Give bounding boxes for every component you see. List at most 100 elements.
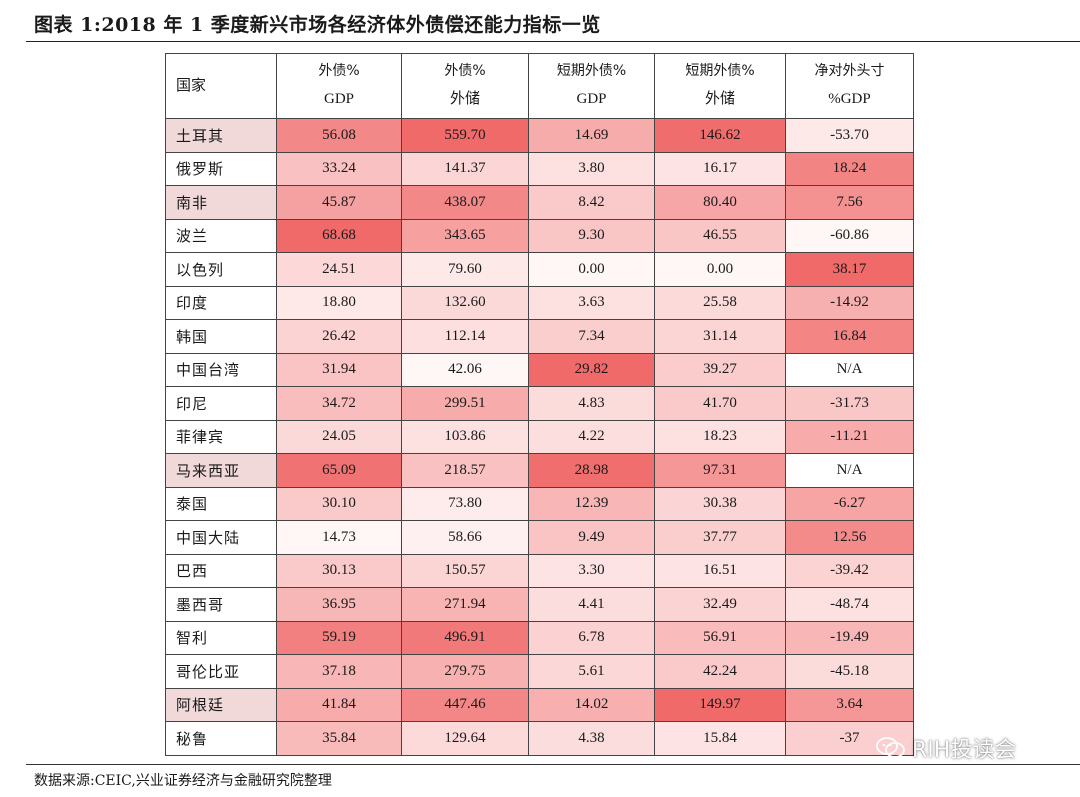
value-cell: -11.21 bbox=[785, 419, 914, 454]
wechat-icon bbox=[876, 736, 906, 760]
header-col-4-line2: 外储 bbox=[704, 91, 735, 108]
value-cell: N/A bbox=[785, 453, 914, 488]
header-col-3-line2: GDP bbox=[576, 91, 607, 108]
table-row: 印度 18.80 132.60 3.63 25.58 -14.92 bbox=[165, 285, 914, 320]
value-cell: 30.13 bbox=[276, 553, 402, 588]
table-row: 土耳其 56.08 559.70 14.69 146.62 -53.70 bbox=[165, 118, 914, 153]
value-cell: 16.51 bbox=[654, 553, 786, 588]
value-cell: 42.06 bbox=[401, 352, 529, 387]
watermark: RIH投读会 bbox=[876, 732, 1016, 764]
value-cell: 33.24 bbox=[276, 151, 402, 186]
value-cell: 343.65 bbox=[401, 218, 529, 253]
value-cell: 4.41 bbox=[528, 587, 655, 622]
country-cell: 马来西亚 bbox=[165, 453, 277, 488]
value-cell: -19.49 bbox=[785, 620, 914, 655]
header-country: 国家 bbox=[165, 53, 277, 119]
value-cell: 496.91 bbox=[401, 620, 529, 655]
header-col-1-line2: GDP bbox=[323, 91, 354, 108]
value-cell: 4.83 bbox=[528, 386, 655, 421]
value-cell: 30.10 bbox=[276, 486, 402, 521]
value-cell: 46.55 bbox=[654, 218, 786, 253]
value-cell: 0.00 bbox=[528, 252, 655, 287]
country-cell: 以色列 bbox=[165, 252, 277, 287]
value-cell: 9.30 bbox=[528, 218, 655, 253]
value-cell: 149.97 bbox=[654, 687, 786, 722]
value-cell: 438.07 bbox=[401, 185, 529, 220]
header-col-5-line2: %GDP bbox=[828, 91, 871, 108]
table-row: 南非 45.87 438.07 8.42 80.40 7.56 bbox=[165, 185, 914, 220]
value-cell: 34.72 bbox=[276, 386, 402, 421]
value-cell: 4.38 bbox=[528, 721, 655, 756]
table-header-row: 国家 外债% GDP 外债% 外储 短期外债% GDP 短期外债% 外储 净对外头寸 %G… bbox=[165, 53, 914, 119]
value-cell: 24.51 bbox=[276, 252, 402, 287]
header-col-4: 短期外债% 外储 bbox=[654, 53, 786, 119]
value-cell: 559.70 bbox=[401, 118, 529, 153]
value-cell: -53.70 bbox=[785, 118, 914, 153]
value-cell: 16.17 bbox=[654, 151, 786, 186]
table-row: 智利 59.19 496.91 6.78 56.91 -19.49 bbox=[165, 620, 914, 655]
header-col-1: 外债% GDP bbox=[276, 53, 402, 119]
header-col-2-line1: 外债% bbox=[444, 62, 486, 79]
header-col-4-line1: 短期外债% bbox=[685, 62, 755, 79]
value-cell: 299.51 bbox=[401, 386, 529, 421]
value-cell: -39.42 bbox=[785, 553, 914, 588]
header-col-2-line2: 外储 bbox=[449, 91, 480, 108]
value-cell: 37.18 bbox=[276, 654, 402, 689]
value-cell: -14.92 bbox=[785, 285, 914, 320]
value-cell: 79.60 bbox=[401, 252, 529, 287]
header-col-2: 外债% 外储 bbox=[401, 53, 529, 119]
value-cell: 80.40 bbox=[654, 185, 786, 220]
country-cell: 巴西 bbox=[165, 553, 277, 588]
value-cell: 24.05 bbox=[276, 419, 402, 454]
table-body: 土耳其 56.08 559.70 14.69 146.62 -53.70 俄罗斯 33.24 1… bbox=[165, 118, 914, 756]
value-cell: 129.64 bbox=[401, 721, 529, 756]
value-cell: 41.70 bbox=[654, 386, 786, 421]
header-col-3: 短期外债% GDP bbox=[528, 53, 655, 119]
value-cell: 36.95 bbox=[276, 587, 402, 622]
value-cell: 38.17 bbox=[785, 252, 914, 287]
title-divider bbox=[26, 41, 1080, 42]
value-cell: 58.66 bbox=[401, 520, 529, 555]
value-cell: 279.75 bbox=[401, 654, 529, 689]
value-cell: 65.09 bbox=[276, 453, 402, 488]
value-cell: 447.46 bbox=[401, 687, 529, 722]
country-cell: 中国台湾 bbox=[165, 352, 277, 387]
watermark-text: RIH投读会 bbox=[912, 738, 1017, 763]
country-cell: 菲律宾 bbox=[165, 419, 277, 454]
table-row: 阿根廷 41.84 447.46 14.02 149.97 3.64 bbox=[165, 687, 914, 722]
value-cell: -6.27 bbox=[785, 486, 914, 521]
value-cell: 6.78 bbox=[528, 620, 655, 655]
country-cell: 波兰 bbox=[165, 218, 277, 253]
value-cell: 3.80 bbox=[528, 151, 655, 186]
value-cell: 150.57 bbox=[401, 553, 529, 588]
value-cell: 18.24 bbox=[785, 151, 914, 186]
country-cell: 墨西哥 bbox=[165, 587, 277, 622]
value-cell: 35.84 bbox=[276, 721, 402, 756]
value-cell: -31.73 bbox=[785, 386, 914, 421]
value-cell: 31.14 bbox=[654, 319, 786, 354]
value-cell: 41.84 bbox=[276, 687, 402, 722]
table-row: 印尼 34.72 299.51 4.83 41.70 -31.73 bbox=[165, 386, 914, 421]
table-row: 俄罗斯 33.24 141.37 3.80 16.17 18.24 bbox=[165, 151, 914, 186]
country-cell: 韩国 bbox=[165, 319, 277, 354]
value-cell: 18.23 bbox=[654, 419, 786, 454]
table-row: 中国大陆 14.73 58.66 9.49 37.77 12.56 bbox=[165, 520, 914, 555]
value-cell: -60.86 bbox=[785, 218, 914, 253]
country-cell: 南非 bbox=[165, 185, 277, 220]
value-cell: 25.58 bbox=[654, 285, 786, 320]
country-cell: 哥伦比亚 bbox=[165, 654, 277, 689]
value-cell: 42.24 bbox=[654, 654, 786, 689]
value-cell: 9.49 bbox=[528, 520, 655, 555]
table-row: 中国台湾 31.94 42.06 29.82 39.27 N/A bbox=[165, 352, 914, 387]
value-cell: 7.56 bbox=[785, 185, 914, 220]
table-row: 以色列 24.51 79.60 0.00 0.00 38.17 bbox=[165, 252, 914, 287]
value-cell: -48.74 bbox=[785, 587, 914, 622]
country-cell: 智利 bbox=[165, 620, 277, 655]
table-row: 哥伦比亚 37.18 279.75 5.61 42.24 -45.18 bbox=[165, 654, 914, 689]
value-cell: 39.27 bbox=[654, 352, 786, 387]
table-row: 韩国 26.42 112.14 7.34 31.14 16.84 bbox=[165, 319, 914, 354]
table-row: 菲律宾 24.05 103.86 4.22 18.23 -11.21 bbox=[165, 419, 914, 454]
country-cell: 阿根廷 bbox=[165, 687, 277, 722]
country-cell: 印尼 bbox=[165, 386, 277, 421]
table-row: 马来西亚 65.09 218.57 28.98 97.31 N/A bbox=[165, 453, 914, 488]
